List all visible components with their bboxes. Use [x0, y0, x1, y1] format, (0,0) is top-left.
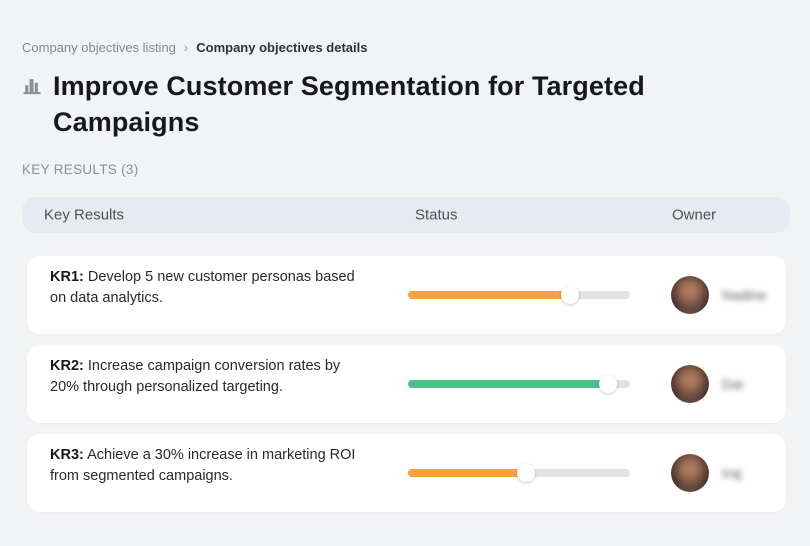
- avatar: [671, 454, 709, 492]
- kr-id-label: KR1:: [50, 269, 84, 285]
- city-buildings-icon: [22, 75, 44, 102]
- slider-knob[interactable]: [598, 375, 617, 393]
- progress-fill: [408, 375, 617, 393]
- kr-text: Increase campaign conversion rates by 20…: [50, 358, 341, 395]
- page-title: Improve Customer Segmentation for Target…: [53, 71, 645, 137]
- owner-cell: Nadine: [671, 276, 766, 314]
- column-header-key-results: Key Results: [44, 206, 125, 224]
- kr-text: Develop 5 new customer personas based on…: [50, 269, 355, 306]
- kr-description: KR2: Increase campaign conversion rates …: [50, 356, 372, 398]
- progress-track: [408, 375, 630, 393]
- breadcrumb-item-details[interactable]: Company objectives details: [196, 40, 368, 55]
- kr-id-label: KR3:: [50, 447, 84, 463]
- owner-name: Nadine: [722, 287, 767, 303]
- avatar: [671, 276, 709, 314]
- progress-fill: [408, 286, 580, 304]
- progress-fill: [408, 464, 535, 482]
- progress-slider[interactable]: [408, 375, 630, 393]
- breadcrumb: Company objectives listing › Company obj…: [22, 40, 367, 55]
- owner-name: Dai: [722, 376, 744, 392]
- slider-knob[interactable]: [516, 464, 535, 482]
- owner-cell: Dai: [671, 365, 743, 403]
- table-row-kr2[interactable]: KR2: Increase campaign conversion rates …: [27, 345, 786, 423]
- breadcrumb-item-listing[interactable]: Company objectives listing: [22, 40, 176, 55]
- chevron-right-icon: ›: [183, 40, 189, 55]
- progress-slider[interactable]: [408, 464, 630, 482]
- kr-text: Achieve a 30% increase in marketing ROI …: [50, 447, 356, 484]
- slider-knob[interactable]: [561, 286, 580, 304]
- kr-id-label: KR2:: [50, 358, 84, 374]
- kr-description: KR3: Achieve a 30% increase in marketing…: [50, 445, 372, 487]
- table-row-kr1[interactable]: KR1: Develop 5 new customer personas bas…: [27, 256, 786, 334]
- avatar: [671, 365, 709, 403]
- column-header-status: Status: [415, 206, 458, 224]
- progress-track: [408, 464, 630, 482]
- progress-slider[interactable]: [408, 286, 630, 304]
- column-header-owner: Owner: [672, 206, 717, 224]
- kr-description: KR1: Develop 5 new customer personas bas…: [50, 267, 372, 309]
- table-row-kr3[interactable]: KR3: Achieve a 30% increase in marketing…: [27, 434, 786, 512]
- key-results-list: KR1: Develop 5 new customer personas bas…: [27, 256, 786, 512]
- owner-name: Iraj: [722, 465, 742, 481]
- key-results-section-label: KEY RESULTS (3): [22, 162, 139, 177]
- page-header: Improve Customer Segmentation for Target…: [22, 68, 722, 140]
- progress-track: [408, 286, 630, 304]
- table-header: Key Results Status Owner: [22, 197, 790, 233]
- owner-cell: Iraj: [671, 454, 741, 492]
